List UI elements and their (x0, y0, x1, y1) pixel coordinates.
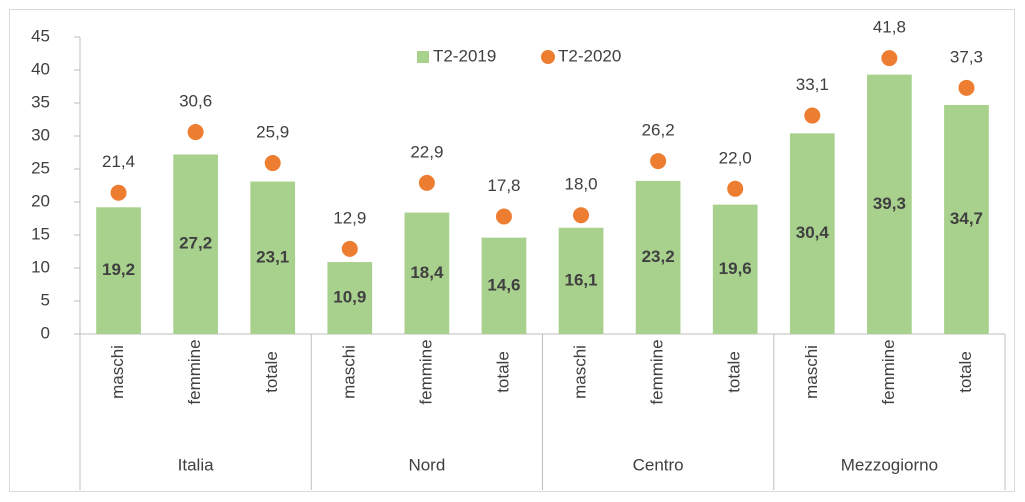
bar-value-label: 16,1 (564, 270, 597, 289)
bar-value-label: 23,2 (642, 247, 675, 266)
point-value-label: 21,4 (102, 152, 135, 171)
group-label: Mezzogiorno (841, 455, 938, 474)
point (650, 153, 667, 170)
point (495, 208, 512, 225)
bar (558, 227, 604, 334)
bar (712, 204, 758, 334)
y-tick-label: 10 (31, 257, 50, 276)
bar (327, 262, 373, 334)
bar-value-label: 34,7 (950, 209, 983, 228)
point (418, 174, 435, 191)
bar (635, 180, 681, 334)
x-tick-label: maschi (571, 345, 590, 399)
y-tick-label: 5 (41, 290, 50, 309)
bar (867, 74, 912, 335)
point (881, 50, 898, 67)
x-tick-label: maschi (802, 345, 821, 399)
x-tick-label: totale (956, 351, 975, 393)
legend-swatch (417, 51, 429, 63)
bar-value-label: 10,9 (333, 288, 366, 307)
bar-value-label: 30,4 (796, 223, 830, 242)
x-tick-label: maschi (339, 345, 358, 399)
bar-value-label: 18,4 (410, 263, 444, 282)
y-tick-label: 35 (31, 92, 50, 111)
bar (404, 212, 450, 334)
y-tick-label: 0 (41, 323, 50, 342)
bar (944, 104, 989, 334)
point (958, 79, 975, 96)
bar-value-label: 39,3 (873, 194, 906, 213)
bar-value-label: 14,6 (487, 275, 520, 294)
point-value-label: 30,6 (179, 92, 212, 111)
x-tick-label: femmine (879, 339, 898, 404)
point (804, 107, 821, 124)
y-tick-label: 20 (31, 191, 50, 210)
point-value-label: 22,9 (410, 142, 443, 161)
group-label: Nord (408, 455, 445, 474)
point-value-label: 26,2 (642, 121, 675, 140)
point (573, 207, 590, 224)
point (110, 184, 127, 201)
point (727, 180, 744, 197)
bar-value-label: 23,1 (256, 247, 289, 266)
point-value-label: 12,9 (333, 208, 366, 227)
group-label: Centro (633, 455, 684, 474)
bar (789, 133, 835, 334)
point-value-label: 33,1 (796, 75, 829, 94)
legend-swatch (541, 50, 555, 64)
legend-label: T2-2020 (558, 46, 621, 65)
legend-label: T2-2019 (433, 46, 496, 65)
point-value-label: 22,0 (719, 148, 752, 167)
bar-value-label: 19,6 (719, 259, 752, 278)
bar (96, 207, 141, 334)
point-value-label: 41,8 (873, 18, 906, 37)
point-value-label: 18,0 (564, 175, 597, 194)
x-tick-label: totale (493, 351, 512, 393)
point-value-label: 17,8 (487, 176, 520, 195)
bar (173, 154, 218, 334)
y-tick-label: 25 (31, 158, 50, 177)
y-tick-label: 30 (31, 125, 50, 144)
x-tick-label: femmine (185, 339, 204, 404)
x-tick-label: totale (262, 351, 281, 393)
bar-value-label: 27,2 (179, 234, 212, 253)
point (264, 155, 281, 172)
point (187, 124, 204, 141)
point (341, 240, 358, 257)
group-label: Italia (178, 455, 214, 474)
x-tick-label: maschi (108, 345, 127, 399)
bar (250, 181, 296, 334)
y-tick-label: 40 (31, 59, 50, 78)
bar (481, 237, 527, 334)
bar-value-label: 19,2 (102, 260, 135, 279)
x-tick-label: femmine (648, 339, 667, 404)
y-tick-label: 45 (31, 26, 50, 45)
y-tick-label: 15 (31, 224, 50, 243)
point-value-label: 25,9 (256, 123, 289, 142)
x-tick-label: totale (725, 351, 744, 393)
x-tick-label: femmine (416, 339, 435, 404)
point-value-label: 37,3 (950, 47, 983, 66)
